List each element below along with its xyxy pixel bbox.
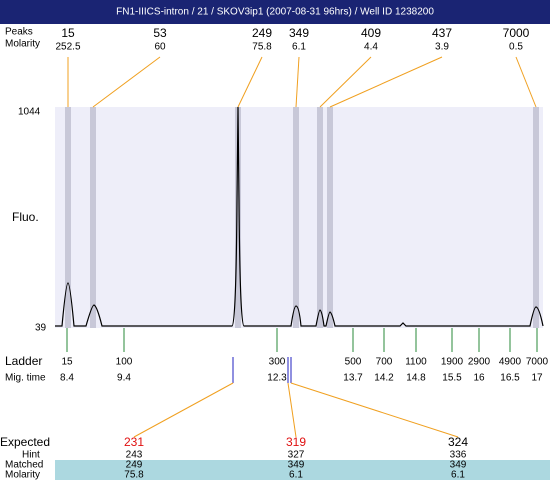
link-line: [290, 382, 459, 438]
y-max: 1044: [18, 107, 41, 118]
peak-size: 349: [289, 26, 309, 40]
molarity-label: Molarity: [5, 470, 40, 480]
ladder-size: 15: [61, 357, 73, 368]
peak-size: 53: [153, 26, 167, 40]
ladder-size: 100: [116, 357, 133, 368]
peak-molarity: 3.9: [435, 42, 449, 53]
peak-link: [329, 56, 443, 108]
expected: 319: [286, 435, 306, 449]
ladder-size: 2900: [468, 357, 491, 368]
trace: [55, 106, 544, 327]
peak-link: [92, 56, 161, 108]
peak-link: [237, 56, 263, 108]
ladder-time: 16.5: [500, 373, 520, 384]
peak-size: 15: [61, 26, 75, 40]
molarity-label: Molarity: [5, 39, 40, 50]
link-line: [133, 382, 234, 438]
ladder-time: 9.4: [117, 373, 131, 384]
peak-size: 437: [432, 26, 452, 40]
peaks-label: Peaks: [5, 27, 33, 38]
y-min: 39: [35, 323, 47, 334]
time-label: Mig. time: [5, 373, 46, 384]
ladder-size: 500: [345, 357, 362, 368]
peak-band: [533, 107, 539, 328]
ladder-time: 14.2: [374, 373, 394, 384]
peak-size: 409: [361, 26, 381, 40]
title-bar: [0, 0, 550, 24]
peak-molarity: 75.8: [252, 42, 272, 53]
molarity: 6.1: [289, 470, 303, 480]
ladder-size: 1900: [441, 357, 464, 368]
ladder-time: 13.7: [343, 373, 363, 384]
ladder-size: 7000: [526, 357, 549, 368]
ladder-time: 12.3: [267, 373, 287, 384]
ladder-size: 700: [376, 357, 393, 368]
peak-molarity: 6.1: [292, 42, 306, 53]
matched: 349: [450, 460, 467, 471]
matched-band: [55, 460, 550, 480]
hint: 243: [126, 450, 143, 461]
peak-band: [65, 107, 71, 328]
expected-label: Expected: [0, 435, 50, 449]
matched-label: Matched: [5, 460, 43, 471]
molarity: 75.8: [124, 470, 144, 480]
peak-size: 249: [252, 26, 272, 40]
ladder-size: 1100: [405, 357, 427, 368]
y-label: Fluo.: [12, 210, 39, 224]
expected: 231: [124, 435, 144, 449]
peak-link: [515, 56, 537, 108]
peak-size: 7000: [503, 26, 530, 40]
peak-link: [319, 56, 372, 108]
hint: 327: [288, 450, 305, 461]
peak-band: [90, 107, 96, 328]
matched: 349: [288, 460, 305, 471]
ladder-time: 15.5: [442, 373, 462, 384]
peak-molarity: 0.5: [509, 42, 523, 53]
hint-label: Hint: [22, 450, 40, 461]
peak-band: [317, 107, 323, 328]
peak-molarity: 4.4: [364, 42, 378, 53]
title: FN1-IIICS-intron / 21 / SKOV3ip1 (2007-0…: [116, 7, 434, 18]
hint: 336: [450, 450, 467, 461]
ladder-time: 14.8: [406, 373, 426, 384]
peak-molarity: 252.5: [55, 42, 80, 53]
ladder-time: 16: [473, 373, 485, 384]
molarity: 6.1: [451, 470, 465, 480]
peak-band: [235, 107, 241, 328]
matched: 249: [126, 460, 143, 471]
peak-link: [295, 56, 300, 108]
peak-band: [293, 107, 299, 328]
ladder-size: 4900: [499, 357, 522, 368]
expected: 324: [448, 435, 468, 449]
peak-band: [327, 107, 333, 328]
link-line: [287, 382, 297, 438]
ladder-label: Ladder: [5, 354, 42, 368]
ladder-size: 300: [269, 357, 286, 368]
peak-molarity: 60: [154, 42, 166, 53]
ladder-time: 8.4: [60, 373, 74, 384]
ladder-time: 17: [531, 373, 543, 384]
